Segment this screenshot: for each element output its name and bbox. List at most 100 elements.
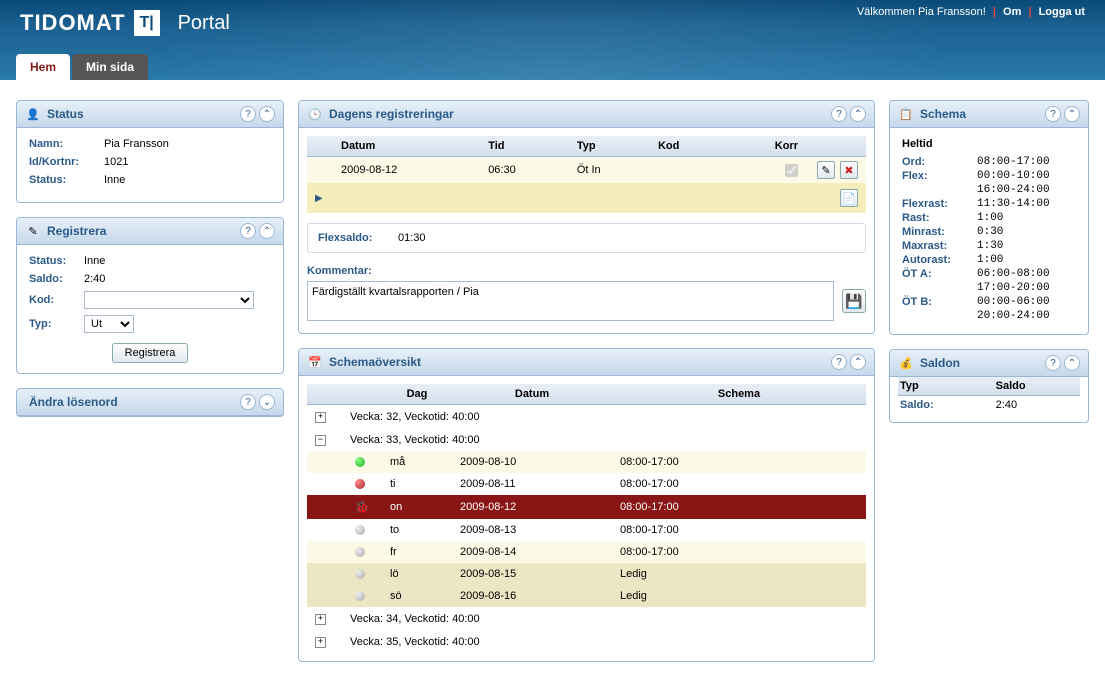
day-row[interactable]: ti2009-08-1108:00-17:00 (307, 473, 866, 495)
collapse-icon[interactable]: ⌃ (850, 354, 866, 370)
schema-val: 00:00-10:00 (977, 170, 1076, 182)
saldo-val: 2:40 (994, 396, 1080, 415)
flexsaldo-value: 01:30 (398, 232, 426, 244)
collapse-icon[interactable]: ⌃ (850, 106, 866, 122)
saldo-icon: 💰 (898, 355, 914, 371)
week-label: Vecka: 32, Veckotid: 40:00 (342, 405, 866, 429)
status-dot-icon (355, 525, 365, 535)
day-schema: Ledig (612, 563, 866, 585)
kod-select[interactable] (84, 291, 254, 309)
col-typ: Typ (569, 136, 650, 157)
day-schema: 08:00-17:00 (612, 541, 866, 563)
panel-title: Schema (920, 107, 1042, 121)
today-icon: 🐞 (355, 500, 370, 514)
help-icon[interactable]: ? (1045, 106, 1061, 122)
tab-home[interactable]: Hem (16, 54, 70, 80)
saldo-key: Saldo: (898, 396, 994, 415)
help-icon[interactable]: ? (240, 223, 256, 239)
help-icon[interactable]: ? (240, 106, 256, 122)
collapse-icon[interactable]: ⌃ (1064, 106, 1080, 122)
expand-icon[interactable]: + (315, 412, 326, 423)
col-tid: Tid (480, 136, 569, 157)
portal-label: Portal (178, 12, 230, 35)
collapse-icon[interactable]: ⌃ (1064, 355, 1080, 371)
expand-icon[interactable]: ⌄ (259, 394, 275, 410)
collapse-icon[interactable]: ⌃ (259, 223, 275, 239)
day-name: sö (382, 585, 452, 607)
cell-tid: 06:30 (480, 157, 569, 184)
day-date: 2009-08-12 (452, 495, 612, 519)
expand-icon[interactable]: + (315, 614, 326, 625)
week-row: + Vecka: 32, Veckotid: 40:00 (307, 405, 866, 429)
col-dag: Dag (382, 384, 452, 405)
help-icon[interactable]: ? (831, 354, 847, 370)
day-row[interactable]: sö2009-08-16Ledig (307, 585, 866, 607)
schema-val: 1:30 (977, 240, 1076, 252)
day-name: lö (382, 563, 452, 585)
schema-val: 11:30-14:00 (977, 198, 1076, 210)
register-button[interactable]: Registrera (112, 343, 189, 363)
edit-icon[interactable]: ✎ (817, 161, 835, 179)
about-link[interactable]: Om (1003, 6, 1021, 18)
tab-mypage[interactable]: Min sida (72, 54, 148, 80)
expand-arrow-icon[interactable]: ▶ (315, 193, 323, 204)
separator-icon: | (993, 6, 996, 18)
day-date: 2009-08-10 (452, 451, 612, 473)
day-row[interactable]: fr2009-08-1408:00-17:00 (307, 541, 866, 563)
kommentar-input[interactable]: Färdigställt kvartalsrapporten / Pia (307, 281, 834, 321)
logo-icon: T| (134, 10, 160, 36)
week-row: + Vecka: 34, Veckotid: 40:00 (307, 607, 866, 630)
day-date: 2009-08-13 (452, 519, 612, 541)
schema-val: 00:00-06:00 (977, 296, 1076, 308)
schema-key: Flex: (902, 170, 977, 182)
logout-link[interactable]: Logga ut (1039, 6, 1085, 18)
help-icon[interactable]: ? (240, 394, 256, 410)
status-key: Status: (29, 174, 104, 186)
day-row[interactable]: to2009-08-1308:00-17:00 (307, 519, 866, 541)
panel-title: Ändra lösenord (29, 395, 237, 409)
cell-kod (650, 157, 726, 184)
welcome-text: Välkommen Pia Fransson! (857, 6, 986, 18)
schema-val: 17:00-20:00 (977, 282, 1076, 294)
expand-icon[interactable]: + (315, 637, 326, 648)
day-row[interactable]: 🐞 on2009-08-1208:00-17:00 (307, 495, 866, 519)
register-panel: ✎ Registrera ? ⌃ Status:InneSaldo:2:40 K… (16, 217, 284, 374)
schema-val: 20:00-24:00 (977, 310, 1076, 322)
logo-area: TIDOMAT T| Portal (20, 10, 230, 36)
day-schema: 08:00-17:00 (612, 473, 866, 495)
typ-label: Typ: (29, 318, 84, 330)
schema-key: ÖT B: (902, 296, 977, 308)
help-icon[interactable]: ? (831, 106, 847, 122)
day-name: on (382, 495, 452, 519)
day-schema: 08:00-17:00 (612, 495, 866, 519)
schema-key (902, 310, 977, 322)
schema-key (902, 282, 977, 294)
register-icon: ✎ (25, 223, 41, 239)
add-icon[interactable]: 📄 (840, 189, 858, 207)
registration-row: 2009-08-12 06:30 Öt In ✎ ✖ (307, 157, 866, 184)
typ-select[interactable]: Ut (84, 315, 134, 333)
flexsaldo-label: Flexsaldo: (318, 232, 398, 244)
day-name: fr (382, 541, 452, 563)
collapse-icon[interactable]: − (315, 435, 326, 446)
week-row: − Vecka: 33, Veckotid: 40:00 (307, 428, 866, 451)
save-icon[interactable]: 💾 (842, 289, 866, 313)
password-panel: Ändra lösenord ? ⌄ (16, 388, 284, 417)
status-panel: 👤 Status ? ⌃ Namn:Pia FranssonId/Kortnr:… (16, 100, 284, 203)
collapse-icon[interactable]: ⌃ (259, 106, 275, 122)
week-label: Vecka: 35, Veckotid: 40:00 (342, 630, 866, 653)
schema-val: 06:00-08:00 (977, 268, 1076, 280)
day-name: to (382, 519, 452, 541)
day-row[interactable]: lö2009-08-15Ledig (307, 563, 866, 585)
status-dot-icon (355, 569, 365, 579)
status-val: Inne (104, 174, 271, 186)
logo-text: TIDOMAT (20, 10, 126, 36)
week-label: Vecka: 34, Veckotid: 40:00 (342, 607, 866, 630)
help-icon[interactable]: ? (1045, 355, 1061, 371)
delete-icon[interactable]: ✖ (840, 161, 858, 179)
day-row[interactable]: må2009-08-1008:00-17:00 (307, 451, 866, 473)
week-label: Vecka: 33, Veckotid: 40:00 (342, 428, 866, 451)
schema-subtitle: Heltid (902, 138, 1076, 150)
schema-key: Minrast: (902, 226, 977, 238)
day-date: 2009-08-16 (452, 585, 612, 607)
